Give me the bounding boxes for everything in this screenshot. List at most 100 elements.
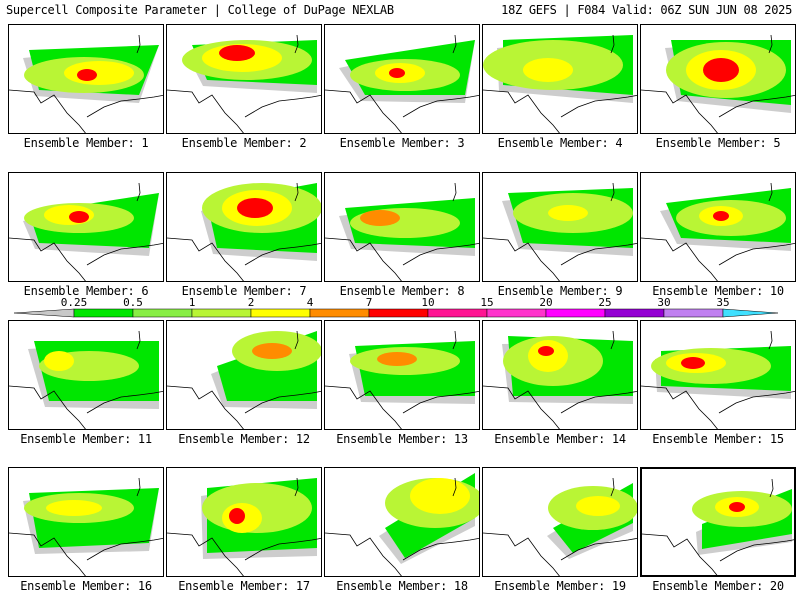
ensemble-map-panel[interactable] bbox=[324, 172, 480, 282]
boundary-line bbox=[294, 330, 299, 350]
legend-tick-label: 7 bbox=[365, 296, 373, 309]
legend-swatch bbox=[250, 308, 311, 318]
scp-map bbox=[167, 182, 321, 281]
member-label: Ensemble Member: 18 bbox=[336, 579, 468, 593]
scp-map bbox=[483, 34, 637, 133]
legend-swatch bbox=[663, 308, 724, 318]
ensemble-map-panel[interactable] bbox=[8, 467, 164, 577]
coastline bbox=[325, 385, 479, 429]
boundary-line bbox=[768, 34, 773, 54]
coastline bbox=[167, 89, 321, 133]
contour-blob bbox=[538, 346, 554, 356]
coastline bbox=[641, 237, 795, 281]
coastline bbox=[167, 532, 321, 576]
scp-map bbox=[483, 330, 637, 429]
coastline bbox=[9, 385, 163, 429]
color-legend: 0.25 0.5 1 2 4 7 10 15 20 25 30 35 bbox=[14, 296, 794, 324]
contour-blob bbox=[46, 500, 102, 516]
ensemble-map-panel[interactable] bbox=[482, 172, 638, 282]
legend-tick-label: 10 bbox=[421, 296, 435, 309]
member-label: Ensemble Member: 5 bbox=[655, 136, 781, 150]
contour-blob bbox=[377, 352, 417, 366]
page-title: Supercell Composite Parameter | College … bbox=[6, 3, 394, 17]
ensemble-map-panel[interactable] bbox=[8, 320, 164, 430]
contour-blob bbox=[729, 502, 745, 512]
legend-tick-label: 25 bbox=[598, 296, 612, 309]
legend-colorbar bbox=[14, 308, 779, 318]
ensemble-map-panel[interactable] bbox=[482, 320, 638, 430]
contour-blob bbox=[523, 58, 573, 82]
scp-map bbox=[325, 330, 479, 429]
member-label: Ensemble Member: 4 bbox=[497, 136, 623, 150]
scp-map bbox=[9, 477, 163, 576]
contour-blob bbox=[252, 343, 292, 359]
contour-blob bbox=[713, 211, 729, 221]
coastline bbox=[641, 89, 795, 133]
boundary-line bbox=[610, 34, 615, 54]
ensemble-map-panel[interactable] bbox=[324, 320, 480, 430]
legend-arrow-right bbox=[722, 308, 779, 318]
legend-swatch bbox=[309, 308, 370, 318]
ensemble-map-panel[interactable] bbox=[324, 467, 480, 577]
coastline bbox=[483, 532, 637, 576]
scp-map bbox=[641, 182, 795, 281]
boundary-line bbox=[452, 330, 457, 350]
ensemble-map-panel[interactable] bbox=[8, 172, 164, 282]
scp-map bbox=[483, 477, 637, 576]
legend-swatch bbox=[604, 308, 665, 318]
boundary-line bbox=[768, 182, 773, 202]
contour-blob bbox=[44, 351, 74, 371]
ensemble-map-panel[interactable] bbox=[166, 320, 322, 430]
ensemble-map-panel[interactable] bbox=[482, 24, 638, 134]
ensemble-map-panel[interactable] bbox=[324, 24, 480, 134]
ensemble-map-panel[interactable] bbox=[166, 24, 322, 134]
scp-map bbox=[325, 34, 479, 133]
scp-map bbox=[9, 330, 163, 429]
coastline bbox=[641, 385, 795, 429]
member-label: Ensemble Member: 1 bbox=[23, 136, 149, 150]
boundary-line bbox=[610, 330, 615, 350]
scp-map bbox=[642, 478, 794, 575]
boundary-line bbox=[452, 182, 457, 202]
coastline bbox=[9, 532, 163, 576]
legend-tick-label: 20 bbox=[539, 296, 553, 309]
coastline bbox=[642, 533, 794, 575]
ensemble-map-panel[interactable] bbox=[8, 24, 164, 134]
coastline bbox=[483, 385, 637, 429]
boundary-line bbox=[294, 34, 299, 54]
contour-blob bbox=[69, 211, 89, 223]
ensemble-map-panel[interactable] bbox=[640, 24, 796, 134]
model-run-info: 18Z GEFS | F084 Valid: 06Z SUN JUN 08 20… bbox=[501, 3, 792, 17]
boundary-line bbox=[610, 477, 615, 497]
member-label: Ensemble Member: 2 bbox=[181, 136, 307, 150]
ensemble-map-panel[interactable] bbox=[482, 467, 638, 577]
coastline bbox=[9, 89, 163, 133]
contour-blob bbox=[703, 58, 739, 82]
boundary-line bbox=[136, 477, 141, 497]
member-label: Ensemble Member: 14 bbox=[494, 432, 626, 446]
boundary-line bbox=[294, 477, 299, 497]
legend-tick-label: 0.25 bbox=[60, 296, 88, 309]
legend-swatch bbox=[132, 308, 193, 318]
contour-blob bbox=[681, 357, 705, 369]
ensemble-map-panel[interactable] bbox=[640, 467, 796, 577]
coastline bbox=[483, 89, 637, 133]
contour-blob bbox=[64, 61, 134, 85]
member-label: Ensemble Member: 12 bbox=[178, 432, 310, 446]
boundary-line bbox=[136, 34, 141, 54]
boundary-line bbox=[136, 182, 141, 202]
member-label: Ensemble Member: 6 bbox=[23, 284, 149, 298]
boundary-line bbox=[136, 330, 141, 350]
legend-swatch bbox=[73, 308, 134, 318]
ensemble-map-panel[interactable] bbox=[166, 172, 322, 282]
legend-tick-label: 30 bbox=[657, 296, 671, 309]
member-label: Ensemble Member: 16 bbox=[20, 579, 152, 593]
coastline bbox=[325, 237, 479, 281]
coastline bbox=[325, 89, 479, 133]
legend-swatch bbox=[486, 308, 547, 318]
contour-blob bbox=[410, 478, 470, 514]
ensemble-map-panel[interactable] bbox=[166, 467, 322, 577]
ensemble-map-panel[interactable] bbox=[640, 320, 796, 430]
ensemble-map-panel[interactable] bbox=[640, 172, 796, 282]
contour-blob bbox=[229, 508, 245, 524]
